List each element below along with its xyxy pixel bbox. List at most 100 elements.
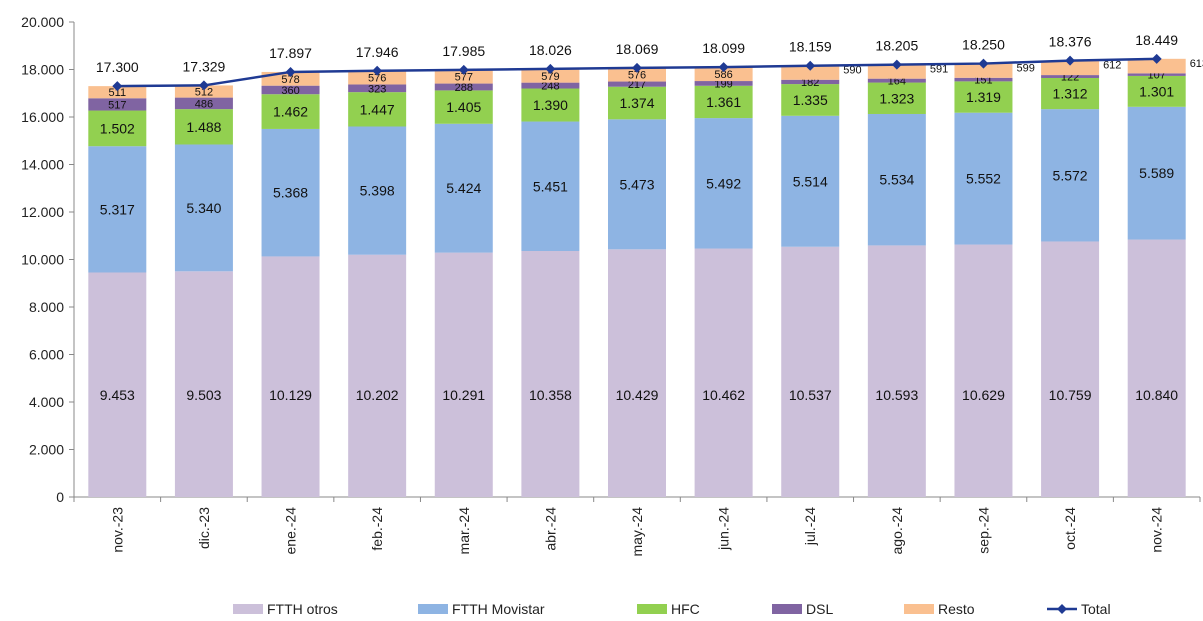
x-tick-label: feb.-24 xyxy=(369,507,385,551)
total-value-label: 17.329 xyxy=(183,58,226,74)
x-tick-label: abr.-24 xyxy=(542,507,558,551)
bar-segment xyxy=(781,84,840,116)
bar-segment xyxy=(781,246,840,497)
total-value-label: 17.300 xyxy=(96,59,139,75)
y-tick-label: 8.000 xyxy=(29,299,64,315)
bar-segment xyxy=(867,82,926,114)
total-point-marker xyxy=(112,81,123,92)
bar-segment-label: 1.323 xyxy=(879,90,914,106)
total-point-marker xyxy=(805,60,816,71)
legend-label: Total xyxy=(1081,601,1111,617)
bar-segment-label: 579 xyxy=(541,71,559,83)
y-tick-label: 16.000 xyxy=(21,109,64,125)
bar-segment-label: 9.453 xyxy=(100,387,135,403)
bar-segment-label: 586 xyxy=(714,69,732,81)
bar-segment xyxy=(1041,60,1100,76)
bar-segment xyxy=(867,64,926,79)
bar-segment-label: 5.534 xyxy=(879,172,914,188)
bar-segment xyxy=(348,126,407,255)
bar-segment-label: 5.492 xyxy=(706,175,741,191)
bar-segment-label: 9.503 xyxy=(186,387,221,403)
bar-segment-label: 5.451 xyxy=(533,178,568,194)
total-point-marker xyxy=(545,63,556,74)
bar-segment xyxy=(954,81,1013,113)
y-tick-label: 14.000 xyxy=(21,157,64,173)
bar-segment-label: 613 xyxy=(1190,58,1203,70)
bar-segment-label: 288 xyxy=(455,82,473,94)
bar-segment-label: 1.374 xyxy=(619,95,654,111)
bar-segment xyxy=(608,67,666,82)
legend-label: Resto xyxy=(938,601,975,617)
total-value-label: 18.376 xyxy=(1049,34,1092,50)
bar-segment-label: 182 xyxy=(801,77,819,89)
total-value-label: 18.449 xyxy=(1135,32,1178,48)
bar-segment-label: 1.462 xyxy=(273,104,308,120)
bar-segment-label: 511 xyxy=(109,87,127,99)
bar-segment-label: 10.759 xyxy=(1049,387,1092,403)
bar-segment-label: 5.317 xyxy=(100,201,135,217)
bar-segment xyxy=(434,252,493,497)
bar-segment xyxy=(521,121,580,251)
bar-segment-label: 10.291 xyxy=(442,387,485,403)
bar-segment xyxy=(954,77,1013,82)
bar-segment xyxy=(781,65,840,80)
bar-segment xyxy=(261,85,320,95)
bar-segment-label: 591 xyxy=(930,64,948,76)
bar-segment-label: 612 xyxy=(1103,60,1121,72)
total-value-label: 18.069 xyxy=(616,41,659,57)
bar-segment xyxy=(348,254,407,497)
bar-segment xyxy=(261,256,320,497)
legend-swatch xyxy=(772,604,802,614)
bar-segment-label: 1.319 xyxy=(966,89,1001,105)
bar-segment xyxy=(1041,241,1100,497)
bar-segment-label: 577 xyxy=(455,72,473,84)
x-tick-label: mar.-24 xyxy=(456,507,472,555)
bar-segment xyxy=(608,249,666,497)
bar-segment xyxy=(694,118,753,249)
bar-segment xyxy=(261,94,320,129)
total-point-marker xyxy=(372,65,383,76)
bar-segment xyxy=(348,84,407,93)
legend-swatch xyxy=(418,604,448,614)
y-tick-label: 6.000 xyxy=(29,347,64,363)
bar-segment xyxy=(954,244,1013,497)
y-tick-label: 4.000 xyxy=(29,394,64,410)
total-point-marker xyxy=(198,80,209,91)
x-tick-label: sep.-24 xyxy=(975,507,991,554)
bar-segment xyxy=(174,144,233,272)
total-point-marker xyxy=(1151,53,1162,64)
bar-segment-label: 10.593 xyxy=(875,387,918,403)
total-point-marker xyxy=(458,64,469,75)
bar-segment xyxy=(434,123,493,253)
total-value-label: 18.026 xyxy=(529,42,572,58)
bar-segment xyxy=(88,98,147,111)
bar-segment xyxy=(88,146,147,273)
bar-segment xyxy=(434,69,493,84)
bar-segment-label: 10.537 xyxy=(789,387,832,403)
bar-segment xyxy=(1041,77,1100,110)
bar-segment-label: 5.368 xyxy=(273,185,308,201)
bar-segment xyxy=(867,245,926,497)
total-point-marker xyxy=(978,58,989,69)
bar-segment-label: 1.335 xyxy=(793,92,828,108)
bar-segment xyxy=(521,68,580,83)
bar-segment xyxy=(1041,75,1100,78)
legend-label: FTTH Movistar xyxy=(452,601,545,617)
bar-segment xyxy=(348,70,407,85)
bar-segment xyxy=(867,78,926,83)
legend-swatch xyxy=(637,604,667,614)
bar-segment-label: 1.488 xyxy=(186,119,221,135)
bar-segment xyxy=(348,92,407,127)
x-tick-label: may.-24 xyxy=(629,507,645,557)
bar-segment xyxy=(608,86,666,120)
bar-segment-label: 360 xyxy=(281,85,299,97)
bar-segment-label: 5.473 xyxy=(619,176,654,192)
bar-segment-label: 1.502 xyxy=(100,120,135,136)
total-value-label: 17.897 xyxy=(269,45,312,61)
legend-label: HFC xyxy=(671,601,700,617)
bar-segment xyxy=(434,90,493,124)
bar-segment-label: 1.390 xyxy=(533,97,568,113)
bar-segment xyxy=(174,271,233,497)
bar-segment xyxy=(694,85,753,119)
